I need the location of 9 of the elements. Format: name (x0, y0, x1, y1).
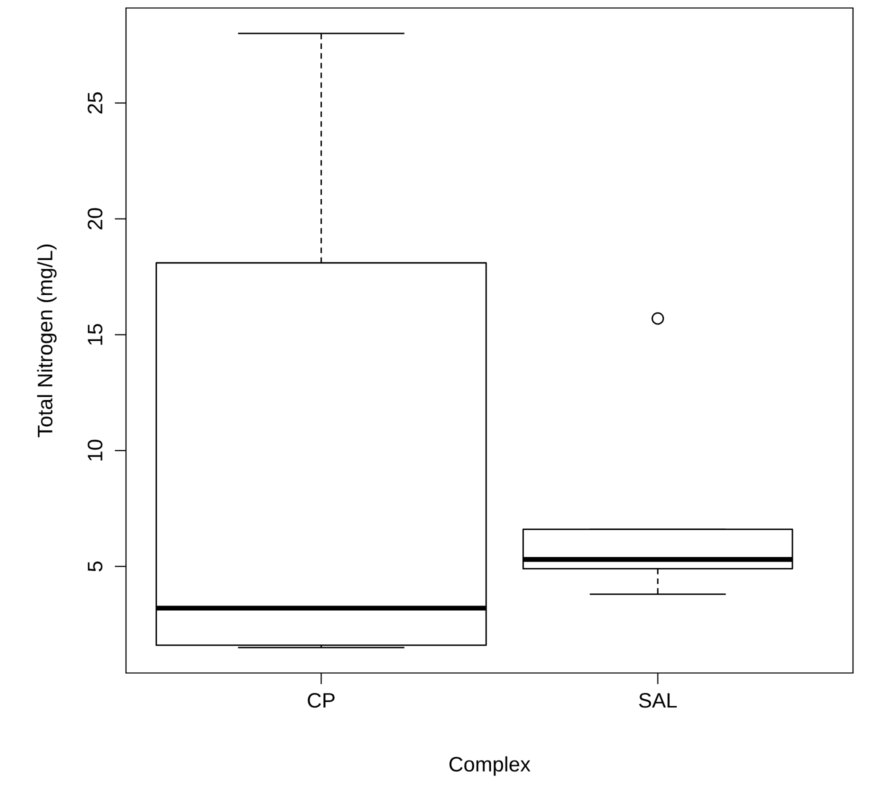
x-tick-label: CP (308, 692, 335, 708)
x-axis-title: Complex (449, 756, 530, 776)
x-tick-label: SAL (639, 692, 677, 708)
y-tick-label: 10 (88, 440, 102, 461)
y-tick-label: 15 (88, 324, 102, 345)
y-tick-label: 5 (88, 561, 102, 572)
y-tick-label: 25 (88, 92, 102, 114)
y-axis-title: Total Nitrogen (mg/L) (37, 244, 57, 438)
y-tick-label: 20 (88, 208, 102, 230)
